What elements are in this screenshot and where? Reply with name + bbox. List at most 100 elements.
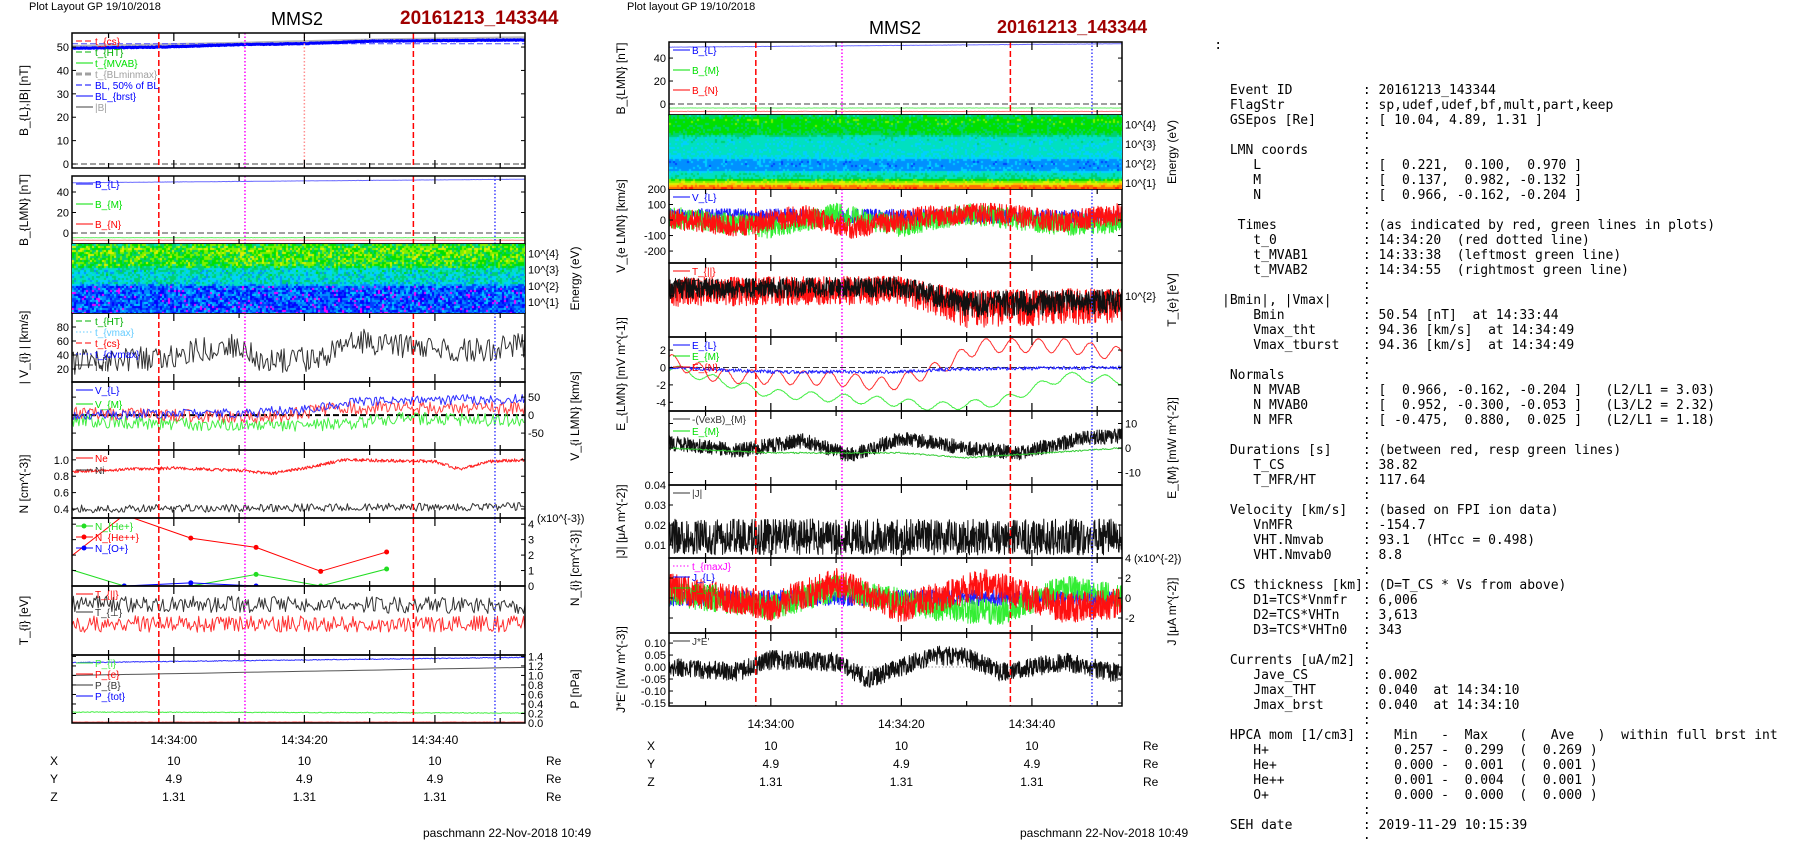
y-tick-label: 0.4 (54, 504, 69, 516)
position-value: 4.9 (1024, 757, 1041, 771)
position-row-label: Y (50, 772, 58, 786)
info-value: : (1362, 203, 1371, 218)
y-axis-label: V_{i LMN} [km/s] (568, 371, 582, 460)
legend-label: V_{L} (692, 193, 717, 204)
y-tick-label: 50 (528, 392, 540, 404)
y-tick-label: 0.0 (528, 718, 543, 730)
y-axis-label: Energy (eV) (1165, 120, 1179, 184)
info-line: GSEpos [Re]: [ 10.04, 4.89, 1.31 ] (1222, 113, 1778, 128)
info-value: : (1362, 803, 1371, 818)
info-line: : (1222, 278, 1778, 293)
y-tick-label: -10 (1125, 468, 1141, 480)
series-EM (669, 365, 1122, 411)
legend-label: B_{L} (692, 46, 717, 57)
info-line: : (1222, 203, 1778, 218)
info-label: CS thickness [km] (1222, 578, 1363, 593)
data-point (253, 544, 259, 550)
info-label: Vmax_tht (1222, 323, 1316, 338)
info-label: Normals (1222, 368, 1285, 383)
info-value: : [ -0.475, 0.880, 0.025 ] (L2/L1 = 1.18… (1362, 413, 1716, 428)
info-value: : (1362, 563, 1371, 578)
legend-label: |V| (95, 361, 107, 372)
info-value: : (1362, 143, 1371, 158)
info-label: LMN coords (1222, 143, 1309, 158)
y-tick-label: 1.0 (528, 670, 543, 682)
info-label: t_0 (1222, 233, 1277, 248)
info-value: : Min - Max ( Ave ) within full brst int (1362, 728, 1778, 743)
info-line: Vmax_tht : 94.36 [km/s] at 14:34:49 (1222, 323, 1778, 338)
y-tick-label: -0.05 (641, 674, 666, 686)
data-point (384, 566, 390, 572)
middle-footer: paschmann 22-Nov-2018 10:49 (1020, 826, 1189, 840)
legend-label: B_{M} (692, 66, 720, 77)
y-axis-label: T_{e} [eV] (1165, 273, 1179, 326)
info-value: : (1362, 128, 1371, 143)
data-point (56, 563, 61, 568)
y-tick-label: 0.02 (645, 520, 666, 532)
info-value: : 0.000 - 0.001 ( 0.001 ) (1362, 758, 1598, 773)
info-line: D2=TCS*VHTn: 3,613 (1222, 608, 1778, 623)
y-tick-label: 2 (660, 345, 666, 357)
info-value: : (1362, 368, 1371, 383)
y-tick-label: 0 (63, 159, 69, 171)
y-tick-label: 1 (528, 566, 534, 578)
info-line: Bmin: 50.54 [nT] at 14:33:44 (1222, 308, 1778, 323)
info-line: N MFR: [ -0.475, 0.880, 0.025 ] (L2/L1 =… (1222, 413, 1778, 428)
y-axis-label: P [nPa] (568, 669, 582, 708)
y-tick-label: 200 (648, 184, 666, 196)
legend-label: Ni (95, 466, 104, 477)
info-line: He+: 0.000 - 0.001 ( 0.001 ) (1222, 758, 1778, 773)
legend-marker (81, 523, 87, 529)
info-label: O+ (1222, 788, 1269, 803)
y-tick-label: 0.01 (645, 540, 666, 552)
series-P-B (72, 666, 525, 676)
info-value: : (1362, 833, 1371, 841)
info-label: SEH date (1222, 818, 1293, 833)
y-tick-label: 10 (57, 136, 69, 148)
y-tick-label: 0 (660, 215, 666, 227)
y-tick-label: 10^{4} (1125, 120, 1156, 132)
info-line: Vmax_tburst: 94.36 [km/s] at 14:34:49 (1222, 338, 1778, 353)
legend-label: T_{||} (692, 267, 716, 278)
legend-label: P_{i} (95, 659, 117, 670)
series-T-perp (669, 276, 1122, 318)
y-tick-label: 50 (57, 42, 69, 54)
info-label: VHT.Nmvab0 (1222, 548, 1332, 563)
position-unit: Re (546, 790, 562, 804)
series-P-i (72, 711, 525, 714)
info-label: t_MVAB1 (1222, 248, 1309, 263)
position-unit: Re (1143, 757, 1159, 771)
y-tick-label: 0 (528, 581, 534, 593)
info-label: Times (1222, 218, 1277, 233)
panel-frame (71, 517, 526, 587)
info-line: : (1222, 128, 1778, 143)
info-label: VnMFR (1222, 518, 1293, 533)
legend-label: |J| (692, 489, 702, 500)
info-line: : (1222, 428, 1778, 443)
info-label: t_MVAB2 (1222, 263, 1309, 278)
y-tick-label: 0.6 (54, 488, 69, 500)
legend-label: BL_{brst} (95, 92, 137, 103)
y-tick-label: 0 (660, 362, 666, 374)
position-value: 4.9 (296, 772, 313, 786)
info-line: D1=TCS*Vnmfr: 6,006 (1222, 593, 1778, 608)
info-label: M (1222, 173, 1262, 188)
info-value: : (1362, 278, 1371, 293)
info-label: GSEpos [Re] (1222, 113, 1316, 128)
info-line: VHT.Nmvab: 93.1 (HTcc = 0.498) (1222, 533, 1778, 548)
info-label: D3=TCS*VHTn0 (1222, 623, 1348, 638)
series-Ni (72, 502, 525, 514)
info-line: : (1222, 353, 1778, 368)
info-line: Jave_CS: 0.002 (1222, 668, 1778, 683)
y-tick-label: 0 (528, 410, 534, 422)
y-tick-label: 10^{4} (528, 249, 559, 261)
info-value: : 14:34:55 (rightmost green line) (1362, 263, 1629, 278)
legend-label: P_{e} (95, 670, 120, 681)
info-value: : 94.36 [km/s] at 14:34:49 (1362, 323, 1575, 338)
series-N-He- (72, 568, 387, 586)
panel-jmag: 0.04 0.03 0.02 0.01 |J| [μA m^{-2}] |J| (614, 480, 1123, 559)
position-value: 1.31 (759, 775, 783, 789)
info-line: CS thickness [km]: (D=T_CS * Vs from abo… (1222, 578, 1778, 593)
legend-label: N_{He++} (95, 533, 140, 544)
